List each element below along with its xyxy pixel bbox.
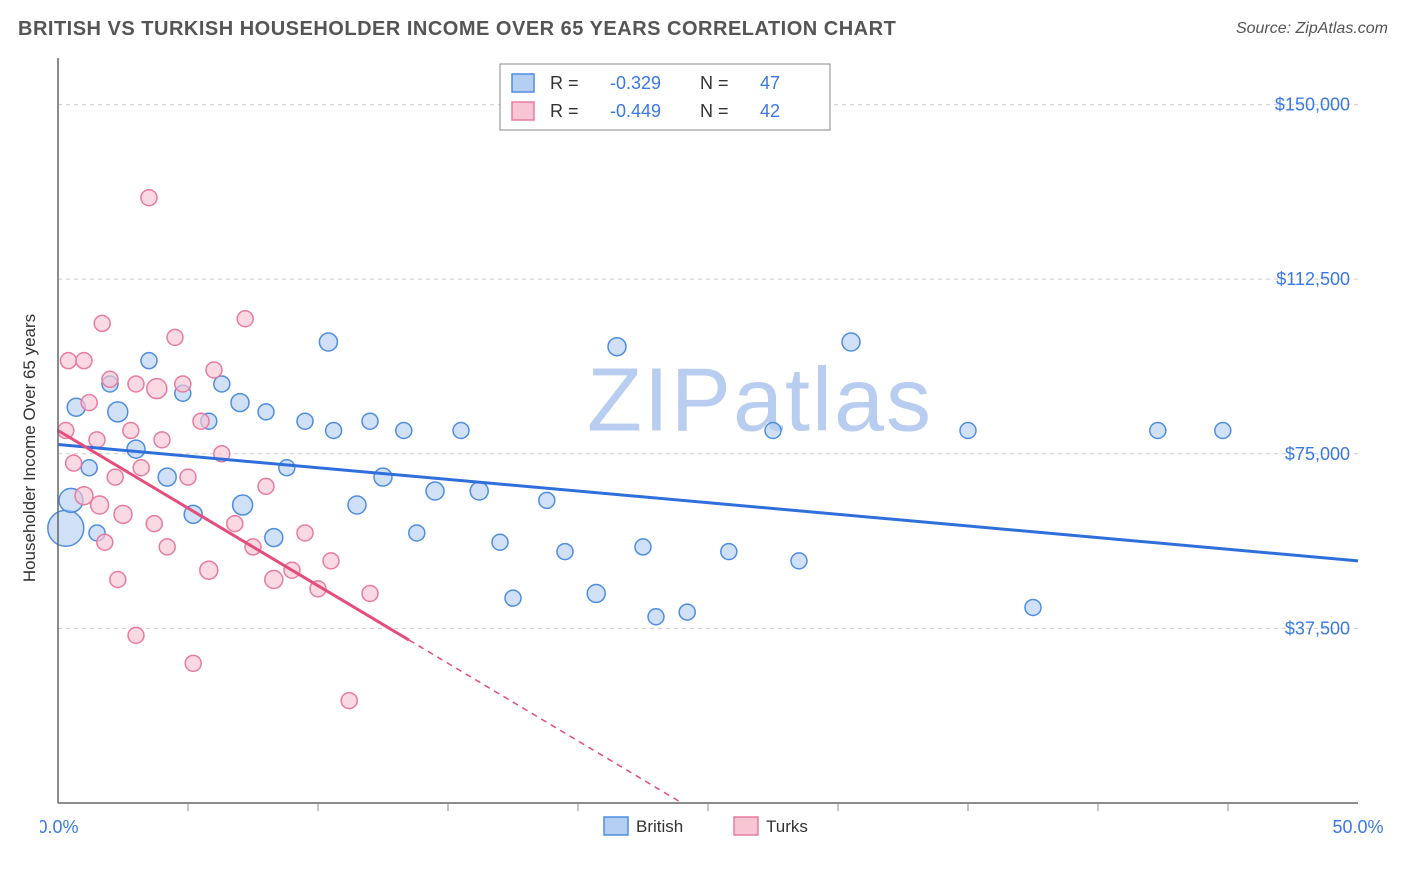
svg-text:ZIPatlas: ZIPatlas (587, 351, 933, 451)
chart-title: BRITISH VS TURKISH HOUSEHOLDER INCOME OV… (18, 18, 896, 40)
svg-text:$112,500: $112,500 (1276, 269, 1350, 289)
svg-text:$150,000: $150,000 (1275, 95, 1350, 115)
svg-text:42: 42 (760, 101, 780, 121)
source-label: Source: ZipAtlas.com (1236, 20, 1388, 38)
svg-text:$37,500: $37,500 (1285, 618, 1350, 638)
source-prefix: Source: (1236, 20, 1296, 37)
svg-text:R =: R = (550, 73, 579, 93)
y-axis-label: Householder Income Over 65 years (20, 314, 40, 582)
svg-text:0.0%: 0.0% (40, 817, 79, 837)
svg-text:N =: N = (700, 101, 729, 121)
svg-text:-0.449: -0.449 (610, 101, 661, 121)
svg-text:47: 47 (760, 73, 780, 93)
svg-text:R =: R = (550, 101, 579, 121)
svg-text:-0.329: -0.329 (610, 73, 661, 93)
source-name: ZipAtlas.com (1296, 20, 1388, 37)
svg-text:British: British (636, 817, 683, 836)
svg-text:N =: N = (700, 73, 729, 93)
svg-text:$75,000: $75,000 (1285, 444, 1350, 464)
svg-text:Turks: Turks (766, 817, 808, 836)
chart-container: Householder Income Over 65 years ZIPatla… (40, 58, 1390, 838)
scatter-chart: ZIPatlas 0.0% 50.0% $37,500 $75,000 $112,500 $… (40, 58, 1390, 868)
svg-text:50.0%: 50.0% (1332, 817, 1383, 837)
